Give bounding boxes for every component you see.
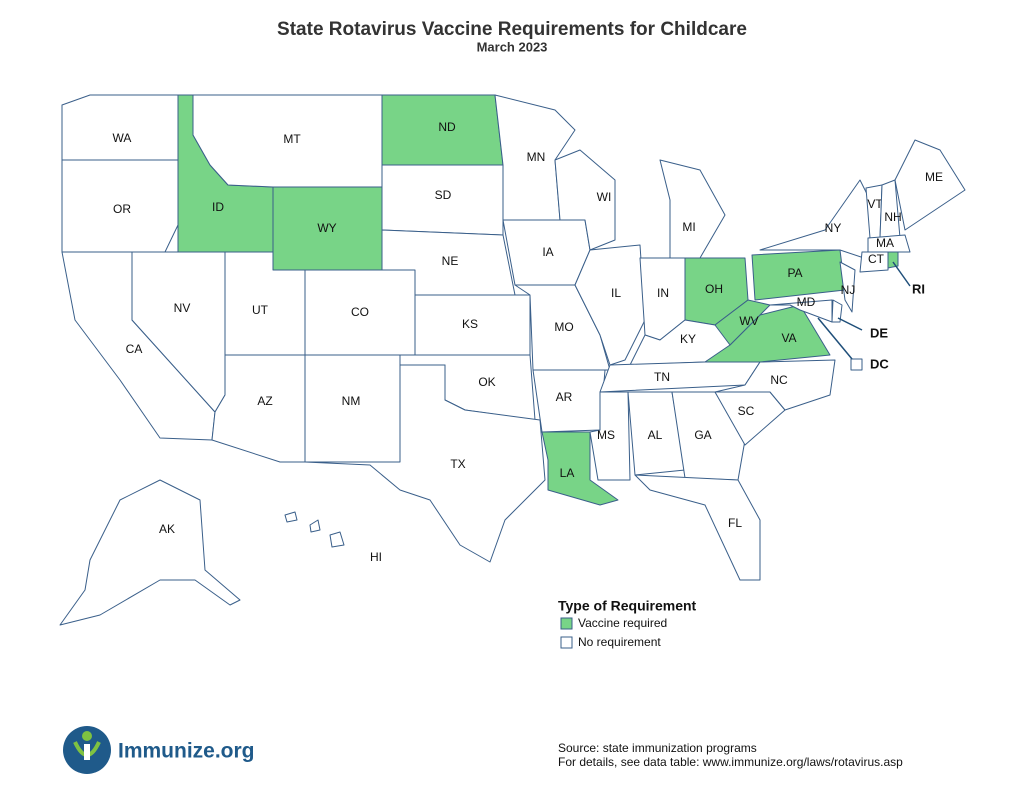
state-label: DE [870,325,888,340]
state-label: MS [597,428,615,442]
state [850,358,863,371]
state-label: ND [438,120,456,134]
state [554,149,616,251]
state-label: NJ [841,283,856,297]
state-label: MO [554,320,573,334]
state [541,431,619,506]
state [769,299,833,323]
state-label: CA [126,342,143,356]
state [714,299,771,346]
state-label: SC [738,404,755,418]
state-label: WV [739,314,758,328]
state [309,519,321,533]
leader-line [837,317,863,331]
state-label: ME [925,170,943,184]
state [859,251,889,273]
state [304,364,546,563]
state-label: OR [113,202,131,216]
state-label: IN [657,286,669,300]
state-label: NY [825,221,842,235]
state [634,474,761,581]
state-label: UT [252,303,269,317]
state-label: AL [648,428,663,442]
state-label: WI [597,190,612,204]
source: Source: state immunization programs [558,741,757,755]
state-label: OH [705,282,723,296]
state-label: KY [680,332,696,346]
state [659,159,726,259]
state-label: MD [797,295,816,309]
state-label: LA [560,466,575,480]
state-label: AR [556,390,573,404]
state-label: NC [770,373,788,387]
logo-icon [84,744,90,760]
logo-text: Immunize.org [118,740,255,763]
state-label: AZ [257,394,272,408]
state [839,261,856,313]
logo-icon [82,731,92,741]
state-label: GA [694,428,711,442]
leader-line [892,261,911,287]
states: WA OR CA NV ID MT WY UT CO AZ NM ND SD NE KS OK TX MN IA MO… [59,94,966,626]
state-label: NV [174,301,191,315]
state [714,359,836,411]
state-label: TN [654,370,670,384]
state-label: HI [370,550,382,564]
state [759,179,871,261]
state [887,251,899,269]
state-label: NM [342,394,361,408]
state-label: AK [159,522,175,536]
state-label: FL [728,516,742,530]
state [867,234,911,253]
state-label: MT [283,132,301,146]
state-label: WA [113,131,132,145]
state-label: PA [787,266,802,280]
state [894,139,966,231]
state-label: IL [611,286,621,300]
state-label: ID [212,200,224,214]
state [671,391,746,481]
legend-label: Vaccine required [578,616,667,630]
subtitle: March 2023 [477,39,548,54]
state [211,354,306,463]
legend-title: Type of Requirement [558,598,697,614]
state-label: VT [867,197,883,211]
source: For details, see data table: www.immuniz… [558,755,903,769]
legend-swatch [560,636,573,649]
state-label: MI [682,220,695,234]
state-label: OK [478,375,495,389]
state-label: SD [435,188,452,202]
legend: Vaccine required No requirement [560,616,667,649]
state [59,479,241,626]
state-label: NE [442,254,459,268]
state-label: DC [870,356,889,371]
state-label: VA [781,331,796,345]
legend-swatch [560,617,573,630]
state [284,511,298,523]
state-label: NH [884,210,901,224]
state-label: MN [527,150,546,164]
state-label: RI [912,281,925,296]
state-label: TX [450,457,465,471]
state [61,159,179,253]
logo: Immunize.org [63,726,255,774]
state-label: CO [351,305,369,319]
state [304,354,401,463]
title: State Rotavirus Vaccine Requirements for… [277,19,747,40]
state-label: IA [542,245,553,259]
state-label: KS [462,317,478,331]
leader-line [817,317,853,360]
state-label: CT [868,252,885,266]
state-label: WY [317,221,336,235]
state [61,94,179,161]
state [329,531,345,548]
legend-label: No requirement [578,635,661,649]
state-label: MA [876,236,894,250]
